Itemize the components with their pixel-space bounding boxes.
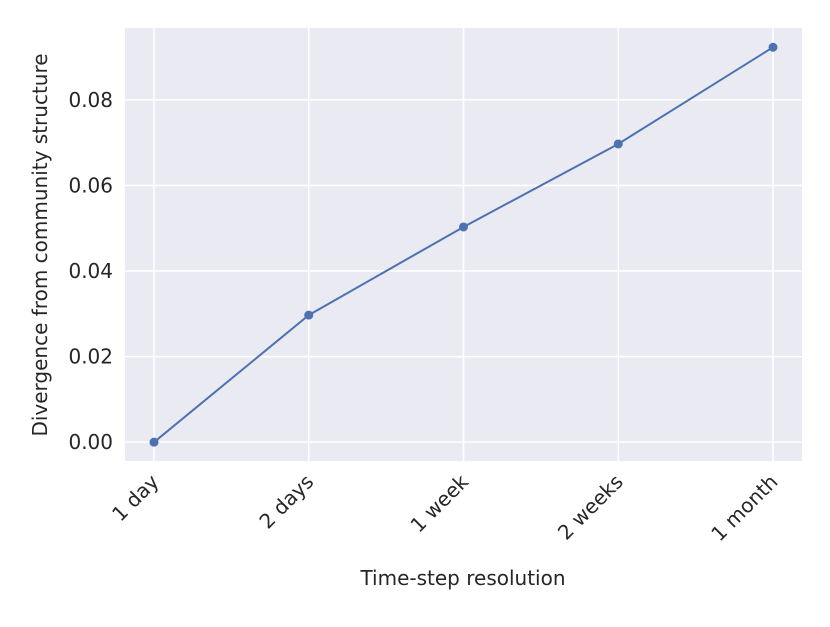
y-axis-label: Divergence from community structure — [28, 53, 52, 436]
x-axis-label: Time-step resolution — [359, 566, 565, 590]
x-tick-label: 2 days — [254, 470, 318, 534]
point — [613, 139, 623, 149]
y-tick-label: 0.02 — [68, 345, 113, 369]
x-tick-label: 1 day — [107, 469, 164, 526]
point — [768, 42, 778, 52]
y-tick-label: 0.06 — [68, 173, 113, 197]
y-tick-label: 0.04 — [68, 259, 113, 283]
point — [459, 222, 468, 232]
x-tick-label: 1 week — [405, 469, 473, 537]
point — [149, 437, 159, 447]
y-tick-label: 0.08 — [68, 88, 113, 112]
x-tick-label: 2 weeks — [553, 470, 628, 545]
x-tick-label: 1 month — [706, 470, 782, 546]
point — [304, 310, 314, 320]
y-tick-label: 0.00 — [68, 430, 113, 454]
